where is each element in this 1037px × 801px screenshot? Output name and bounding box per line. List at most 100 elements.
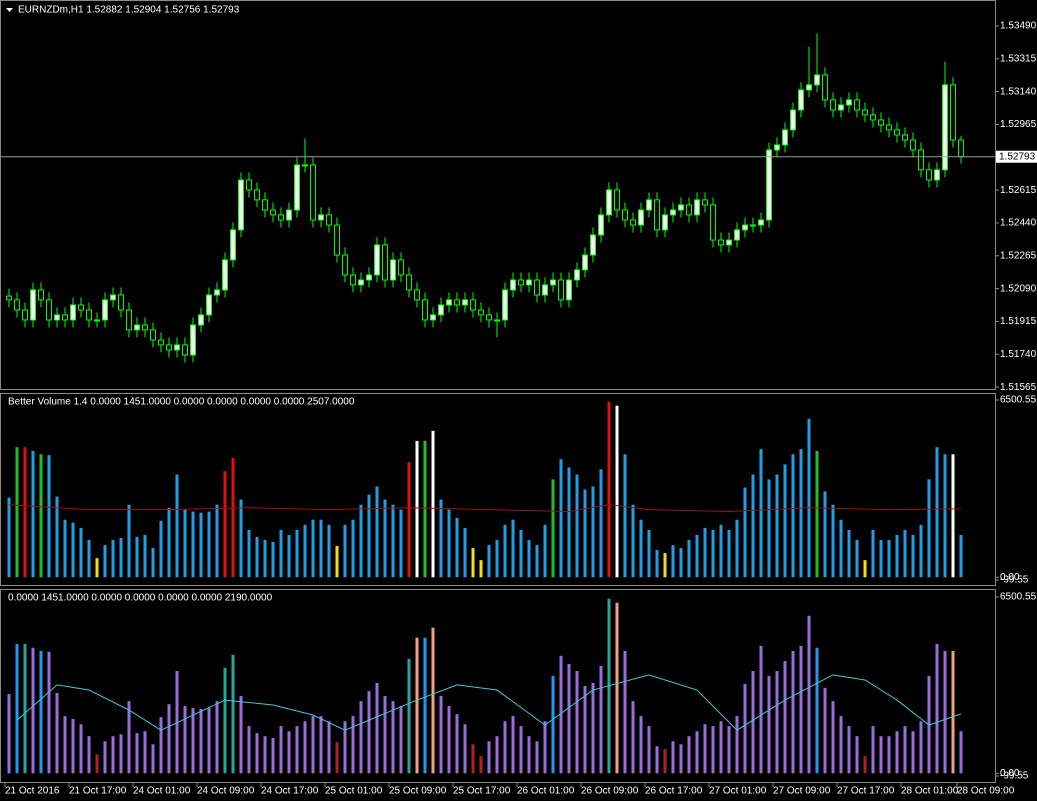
volume-bar <box>399 706 403 774</box>
volume-bar <box>863 560 867 578</box>
volume-bar <box>287 535 291 578</box>
x-tick-label: 21 Oct 2016 <box>5 786 60 797</box>
y-tick-label: -99.55 <box>1000 575 1029 586</box>
volume-bar <box>231 458 235 578</box>
volume-bar <box>199 709 203 774</box>
candle-body <box>110 294 116 301</box>
volume-bar <box>111 736 115 774</box>
candle-body <box>734 229 740 241</box>
volume-bar <box>871 529 875 578</box>
volume-bar <box>559 655 563 774</box>
candle-body <box>486 314 492 321</box>
volume-bar <box>927 479 931 578</box>
volume-bar <box>599 665 603 774</box>
volume-bar <box>751 671 755 774</box>
candle-body <box>694 199 700 216</box>
candle-body <box>382 244 388 281</box>
volume-bar <box>111 539 115 578</box>
volume-bar <box>639 519 643 578</box>
main-panel <box>0 0 996 390</box>
volume-bar <box>287 731 291 774</box>
volume-bar <box>695 731 699 774</box>
volume-bar <box>887 539 891 578</box>
volume-bar <box>471 744 475 774</box>
candle-body <box>918 149 924 171</box>
volume-bar <box>711 726 715 774</box>
x-tick-label: 24 Oct 09:00 <box>197 786 255 797</box>
candle-body <box>470 299 476 311</box>
candle-body <box>102 299 108 321</box>
volume-bar <box>87 539 91 578</box>
candle-body <box>398 259 404 276</box>
volume-bar <box>431 430 435 578</box>
candle-body <box>54 314 60 321</box>
candle-body <box>590 234 596 256</box>
volume-bar <box>239 499 243 578</box>
volume-bar <box>543 524 547 578</box>
candle-body <box>278 214 284 221</box>
y-tick-label: 1.52965 <box>1000 119 1037 130</box>
candle-body <box>622 209 628 221</box>
y-tick-label: 1.52615 <box>1000 185 1037 196</box>
volume-bar <box>671 545 675 578</box>
current-price-label: 1.52793 <box>999 151 1036 162</box>
candle-body <box>854 99 860 111</box>
volume-bar <box>783 661 787 774</box>
candle-body <box>942 84 948 171</box>
candle-body <box>710 204 716 241</box>
candle-body <box>62 314 68 321</box>
volume-bar <box>263 539 267 578</box>
volume-bar <box>895 535 899 578</box>
volume-bar <box>367 494 371 578</box>
candle-body <box>774 144 780 151</box>
volume-bar <box>199 512 203 578</box>
volume-bar <box>535 545 539 578</box>
menu-arrow[interactable] <box>6 8 13 12</box>
candle-body <box>574 269 580 281</box>
candle-body <box>142 324 148 331</box>
candle-body <box>310 164 316 221</box>
y-tick-label: 1.52090 <box>1000 283 1037 294</box>
volume-bar <box>279 529 283 578</box>
candle-body <box>14 299 20 311</box>
volume-bar <box>159 520 163 578</box>
y-tick-label: 1.51565 <box>1000 382 1037 393</box>
candle-body <box>366 274 372 281</box>
candle-body <box>326 214 332 226</box>
volume-bar <box>431 627 435 774</box>
candle-body <box>374 244 380 276</box>
volume-bar <box>487 545 491 578</box>
volume-bar <box>207 707 211 774</box>
volume-bar <box>655 550 659 578</box>
candle-body <box>950 84 956 141</box>
volume-bar <box>215 701 219 774</box>
candle-body <box>70 304 76 321</box>
x-tick-label: 27 Oct 09:00 <box>773 786 831 797</box>
volume-bar <box>855 539 859 578</box>
volume-bar <box>663 749 667 774</box>
volume-bar <box>15 643 19 774</box>
volume-bar <box>215 504 219 578</box>
volume-bar <box>103 741 107 774</box>
volume-bar <box>375 682 379 774</box>
volume-bar <box>823 687 827 774</box>
volume-bar <box>23 447 27 578</box>
volume-bar <box>903 726 907 774</box>
moving-average <box>16 674 962 731</box>
volume-bar <box>727 726 731 774</box>
volume-bar <box>463 527 467 578</box>
candle-body <box>822 74 828 101</box>
volume-bar <box>335 742 339 774</box>
y-tick-label: 1.53140 <box>1000 86 1037 97</box>
volume-bar <box>7 497 11 578</box>
candle-body <box>614 189 620 211</box>
candle-body <box>350 274 356 286</box>
volume-bar <box>143 535 147 578</box>
volume-bar <box>487 741 491 774</box>
volume-bar <box>391 701 395 774</box>
volume-bar <box>567 664 571 774</box>
volume-bar <box>31 647 35 774</box>
candle-body <box>494 319 500 322</box>
